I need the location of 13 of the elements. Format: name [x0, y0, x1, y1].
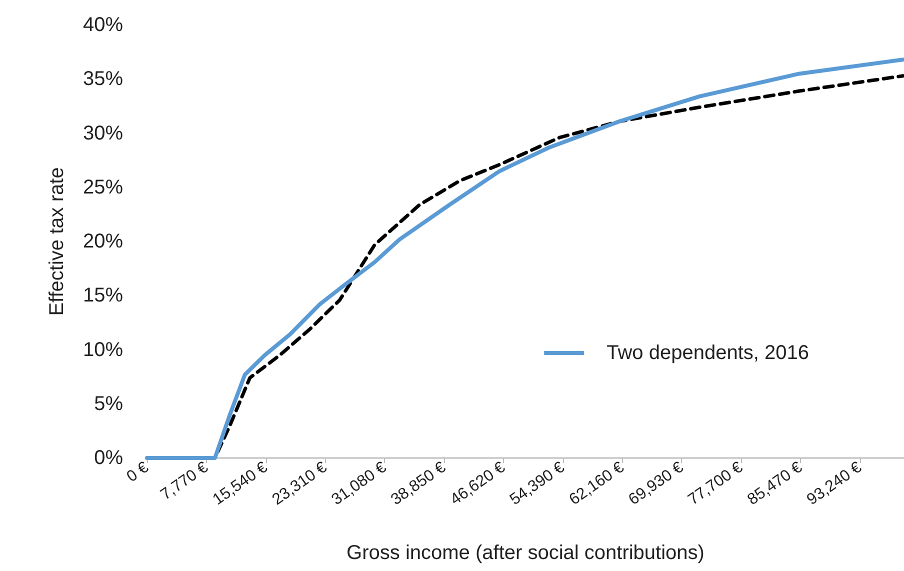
x-tick-label: 0 € — [124, 458, 152, 486]
y-tick-label: 30% — [82, 122, 124, 144]
y-axis-title: Effective tax rate — [46, 167, 68, 316]
y-tick-label: 5% — [94, 392, 124, 415]
x-axis-title: Gross income (after social contributions) — [346, 542, 704, 564]
y-tick-label: 40% — [82, 14, 124, 36]
y-tick-label: 20% — [82, 230, 124, 252]
y-tick-label: 25% — [82, 176, 124, 198]
legend-label: Two dependents, 2016 — [606, 342, 810, 364]
y-tick-label: 15% — [82, 284, 124, 307]
y-tick-label: 10% — [82, 338, 124, 361]
y-tick-label: 35% — [82, 68, 124, 90]
y-tick-label: 0% — [94, 447, 124, 469]
